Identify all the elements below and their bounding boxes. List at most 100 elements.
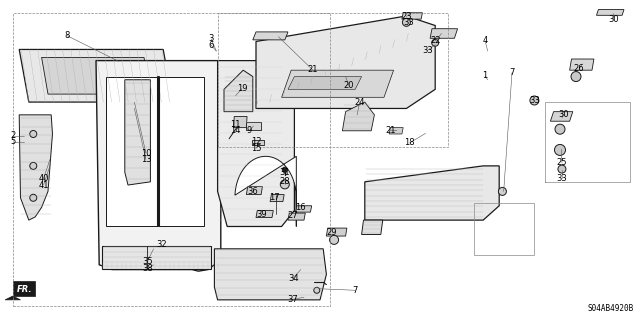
Text: 12: 12 bbox=[251, 137, 261, 146]
Polygon shape bbox=[102, 246, 211, 269]
Circle shape bbox=[432, 39, 438, 46]
Circle shape bbox=[554, 145, 566, 155]
Text: 33: 33 bbox=[403, 19, 413, 27]
Text: 8: 8 bbox=[65, 31, 70, 40]
Polygon shape bbox=[19, 115, 52, 220]
Polygon shape bbox=[365, 166, 499, 220]
Text: 9: 9 bbox=[247, 126, 252, 135]
Polygon shape bbox=[224, 70, 253, 112]
Polygon shape bbox=[326, 228, 347, 236]
Text: 36: 36 bbox=[248, 187, 258, 196]
Text: 30: 30 bbox=[558, 110, 568, 119]
Text: 29: 29 bbox=[326, 228, 337, 237]
Text: 27: 27 bbox=[288, 211, 298, 220]
Text: 24: 24 bbox=[355, 98, 365, 107]
Text: 6: 6 bbox=[209, 41, 214, 50]
Text: 17: 17 bbox=[269, 193, 279, 202]
Polygon shape bbox=[96, 61, 221, 271]
Circle shape bbox=[530, 96, 539, 105]
Polygon shape bbox=[596, 10, 624, 15]
Text: 2: 2 bbox=[10, 131, 15, 140]
Text: 21: 21 bbox=[307, 65, 317, 74]
Polygon shape bbox=[246, 187, 262, 195]
Polygon shape bbox=[402, 13, 422, 19]
Text: 40: 40 bbox=[38, 174, 49, 183]
Polygon shape bbox=[430, 29, 458, 38]
Text: 30: 30 bbox=[608, 15, 618, 24]
Polygon shape bbox=[19, 49, 173, 102]
Polygon shape bbox=[256, 16, 435, 108]
Text: 7: 7 bbox=[353, 286, 358, 295]
Polygon shape bbox=[389, 128, 403, 134]
Text: 23: 23 bbox=[401, 12, 412, 21]
Text: 10: 10 bbox=[141, 149, 151, 158]
Polygon shape bbox=[342, 102, 374, 131]
Polygon shape bbox=[5, 296, 20, 300]
Circle shape bbox=[282, 167, 287, 172]
Text: 18: 18 bbox=[404, 138, 415, 147]
Circle shape bbox=[571, 71, 581, 82]
Text: 7: 7 bbox=[509, 68, 515, 77]
Polygon shape bbox=[106, 77, 157, 226]
Text: 41: 41 bbox=[38, 181, 49, 189]
Polygon shape bbox=[288, 213, 305, 220]
Text: S04AB4920B: S04AB4920B bbox=[588, 304, 634, 313]
Text: 39: 39 bbox=[256, 210, 266, 219]
Text: 1: 1 bbox=[483, 71, 488, 80]
Text: 22: 22 bbox=[430, 36, 440, 45]
Polygon shape bbox=[550, 112, 573, 121]
Text: 28: 28 bbox=[280, 177, 290, 186]
Circle shape bbox=[558, 165, 566, 173]
Polygon shape bbox=[218, 61, 294, 226]
Text: 11: 11 bbox=[230, 120, 241, 129]
Circle shape bbox=[330, 235, 339, 244]
Polygon shape bbox=[125, 80, 150, 185]
Polygon shape bbox=[159, 77, 204, 226]
Polygon shape bbox=[296, 206, 312, 212]
Text: 34: 34 bbox=[288, 274, 298, 283]
Circle shape bbox=[499, 187, 506, 196]
Polygon shape bbox=[253, 32, 288, 40]
Polygon shape bbox=[256, 211, 273, 218]
Text: FR.: FR. bbox=[17, 285, 32, 293]
Text: 15: 15 bbox=[251, 144, 261, 153]
Circle shape bbox=[555, 124, 565, 134]
Polygon shape bbox=[42, 57, 150, 94]
Text: 37: 37 bbox=[288, 295, 298, 304]
Text: 31: 31 bbox=[280, 168, 290, 177]
Polygon shape bbox=[13, 281, 35, 296]
Polygon shape bbox=[570, 59, 594, 70]
Polygon shape bbox=[270, 195, 284, 202]
Text: 38: 38 bbox=[142, 264, 152, 273]
Text: 35: 35 bbox=[142, 257, 152, 266]
Text: 5: 5 bbox=[10, 137, 15, 146]
Polygon shape bbox=[288, 77, 362, 89]
Polygon shape bbox=[214, 249, 326, 300]
Circle shape bbox=[30, 162, 36, 169]
Polygon shape bbox=[234, 116, 247, 128]
Text: 33: 33 bbox=[529, 96, 540, 105]
Text: 20: 20 bbox=[344, 81, 354, 90]
Circle shape bbox=[30, 130, 36, 137]
Circle shape bbox=[30, 194, 36, 201]
Text: 33: 33 bbox=[422, 46, 433, 55]
Text: 3: 3 bbox=[209, 34, 214, 43]
Text: 19: 19 bbox=[237, 84, 247, 93]
Text: 26: 26 bbox=[574, 64, 584, 73]
Text: 16: 16 bbox=[296, 204, 306, 212]
Polygon shape bbox=[282, 70, 394, 97]
Circle shape bbox=[314, 287, 320, 293]
Text: 4: 4 bbox=[483, 36, 488, 45]
Text: 13: 13 bbox=[141, 155, 151, 164]
Circle shape bbox=[403, 18, 410, 26]
Polygon shape bbox=[362, 220, 383, 234]
Circle shape bbox=[280, 180, 289, 189]
Polygon shape bbox=[246, 122, 261, 130]
Text: 33: 33 bbox=[557, 174, 567, 182]
Text: 25: 25 bbox=[557, 158, 567, 167]
Text: 21: 21 bbox=[385, 126, 396, 135]
Polygon shape bbox=[235, 156, 296, 226]
Bar bbox=[474, 203, 534, 255]
Polygon shape bbox=[252, 140, 264, 145]
Text: 32: 32 bbox=[156, 240, 166, 249]
